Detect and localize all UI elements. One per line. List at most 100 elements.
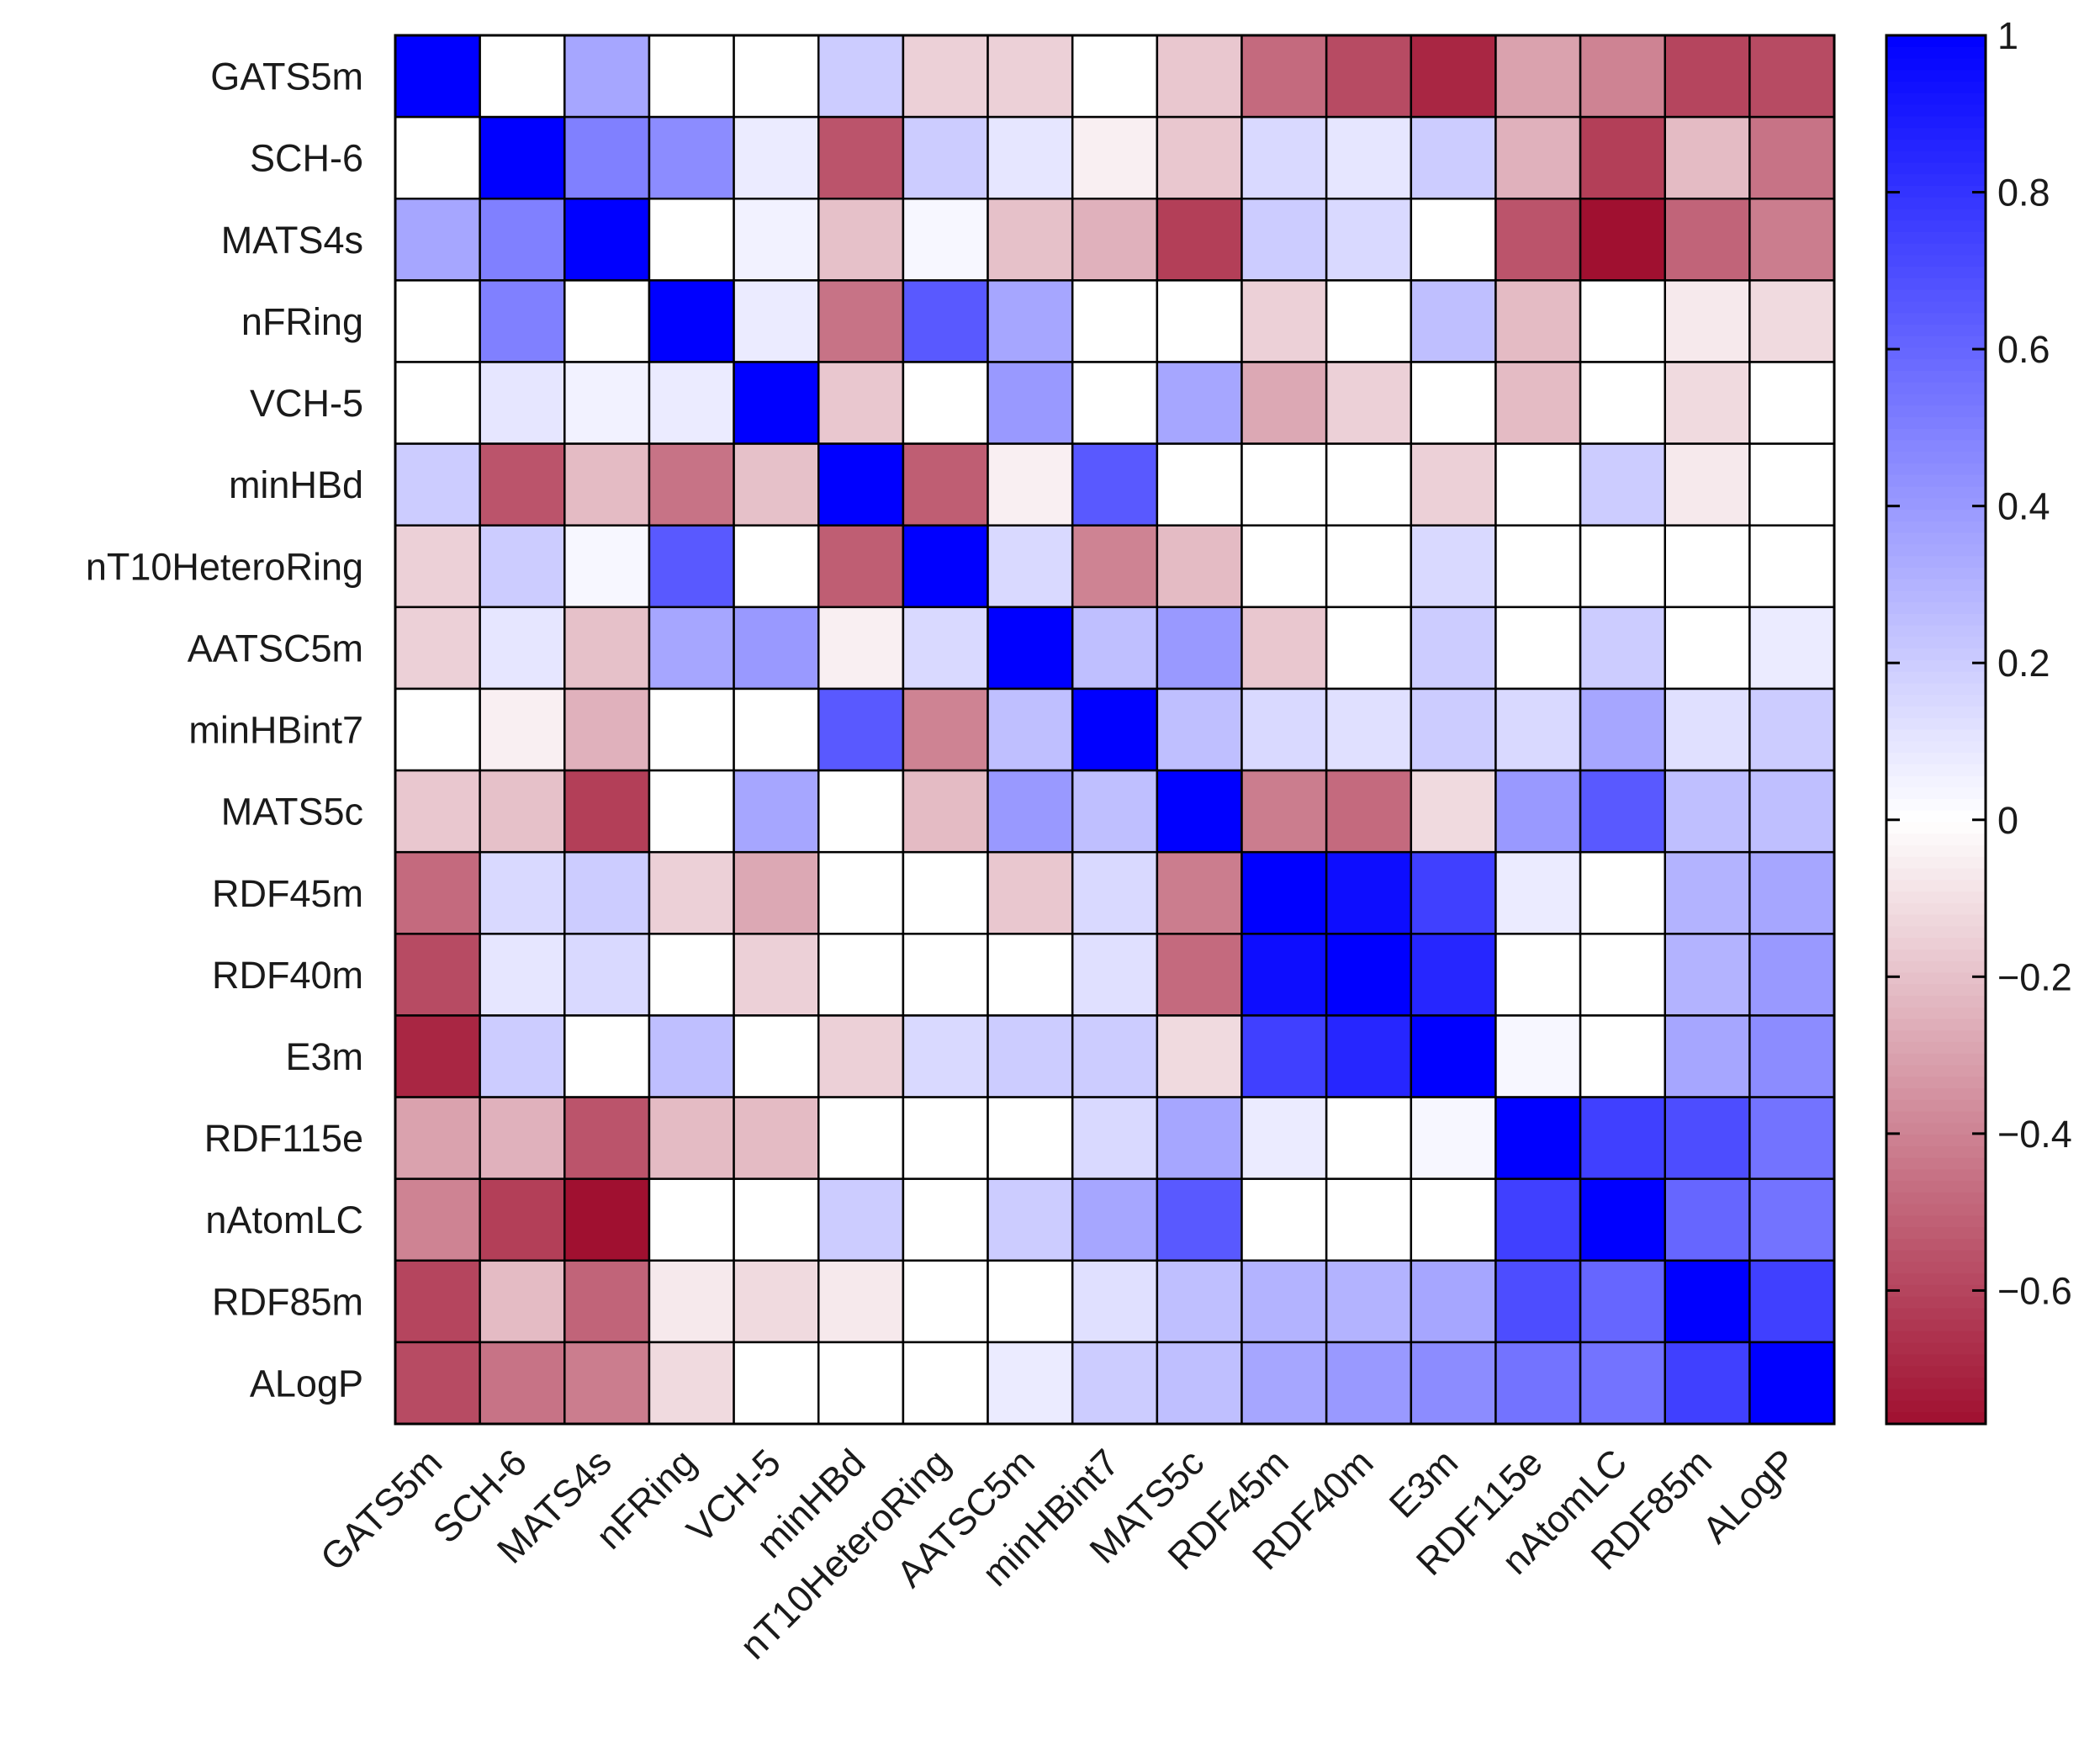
colorbar-step xyxy=(1886,544,1986,557)
row-labels: GATS5m SCH-6 MATS4s nFRing VCH-5 minHBd nT10He… xyxy=(86,56,363,1405)
heatmap-cell xyxy=(1240,1341,1328,1426)
heatmap-cell xyxy=(1579,197,1666,282)
colorbar-step xyxy=(1886,753,1986,765)
heatmap-cell xyxy=(733,34,820,119)
heatmap-cell xyxy=(394,769,481,854)
colorbar-step xyxy=(1886,452,1986,464)
heatmap-cell xyxy=(394,361,481,445)
heatmap-cell xyxy=(987,442,1074,526)
heatmap-cell xyxy=(1071,1259,1159,1344)
heatmap-cell xyxy=(1579,279,1666,363)
heatmap-cell xyxy=(1579,850,1666,935)
heatmap-cell xyxy=(817,1014,905,1098)
heatmap-cell xyxy=(479,115,566,200)
heatmap-cell xyxy=(648,34,735,119)
heatmap-cell xyxy=(817,1096,905,1180)
heatmap-cell xyxy=(1664,933,1751,1017)
colorbar-step xyxy=(1886,868,1986,881)
heatmap-cell xyxy=(1664,442,1751,526)
colorbar-step xyxy=(1886,486,1986,499)
colorbar-step xyxy=(1886,162,1986,175)
heatmap-cell xyxy=(1071,361,1159,445)
colorbar-step xyxy=(1886,1157,1986,1170)
colorbar-step xyxy=(1886,289,1986,303)
heatmap-cell xyxy=(987,606,1074,690)
heatmap-cell xyxy=(1325,687,1413,772)
colorbar-step xyxy=(1886,845,1986,858)
heatmap-cell xyxy=(1071,197,1159,282)
heatmap-cell xyxy=(1071,1096,1159,1180)
heatmap-cell xyxy=(648,197,735,282)
colorbar-step xyxy=(1886,637,1986,649)
heatmap-cell xyxy=(563,850,651,935)
row-label: E3m xyxy=(285,1035,363,1078)
heatmap-cell xyxy=(1494,769,1582,854)
heatmap-cell xyxy=(1071,1177,1159,1262)
heatmap-cell xyxy=(648,1259,735,1344)
colorbar-step xyxy=(1886,995,1986,1008)
heatmap-cell xyxy=(733,1259,820,1344)
heatmap-cell xyxy=(1240,687,1328,772)
row-label: GATS5m xyxy=(210,56,363,98)
colorbar-step xyxy=(1886,267,1986,279)
colorbar-step xyxy=(1886,255,1986,267)
heatmap-cell xyxy=(1156,279,1243,363)
colorbar-step xyxy=(1886,960,1986,974)
colorbar-step xyxy=(1886,347,1986,360)
colorbar-step xyxy=(1886,1354,1986,1367)
heatmap-cell xyxy=(1664,115,1751,200)
colorbar-frame xyxy=(1885,34,1987,1426)
heatmap-cell xyxy=(1579,1259,1666,1344)
heatmap-cell xyxy=(817,769,905,854)
row-label: MATS5c xyxy=(221,791,363,833)
colorbar-step xyxy=(1886,1041,1986,1055)
heatmap-cell xyxy=(987,1341,1074,1426)
heatmap-cell xyxy=(563,1341,651,1426)
heatmap-cell xyxy=(1156,606,1243,690)
heatmap-cell xyxy=(902,606,989,690)
heatmap-cell xyxy=(1071,1014,1159,1098)
heatmap-cell xyxy=(479,1096,566,1180)
heatmap-cell xyxy=(1410,524,1497,609)
colorbar-step xyxy=(1886,833,1986,846)
colorbar-tick-label: 0.4 xyxy=(1997,485,2050,528)
heatmap-cell xyxy=(1748,1259,1836,1344)
heatmap-cell xyxy=(733,1096,820,1180)
colorbar-step xyxy=(1886,1238,1986,1251)
heatmap-cell xyxy=(394,442,481,526)
colorbar-step xyxy=(1886,625,1986,638)
colorbar-step xyxy=(1886,1296,1986,1310)
heatmap-cell xyxy=(817,197,905,282)
heatmap-cell xyxy=(987,524,1074,609)
colorbar-step xyxy=(1886,648,1986,661)
heatmap-cell xyxy=(733,1014,820,1098)
heatmap-cell xyxy=(987,933,1074,1017)
colorbar-step xyxy=(1886,197,1986,209)
heatmap-cell xyxy=(479,34,566,119)
colorbar-step xyxy=(1886,463,1986,476)
colorbar-tick-label: 0.2 xyxy=(1997,642,2050,685)
heatmap-cell xyxy=(1748,442,1836,526)
heatmap-cell xyxy=(1579,606,1666,690)
heatmap-cell xyxy=(1410,769,1497,854)
heatmap-cell xyxy=(1071,769,1159,854)
colorbar-step xyxy=(1886,1320,1986,1332)
colorbar-step xyxy=(1886,1412,1986,1425)
heatmap-cell xyxy=(733,524,820,609)
heatmap-cell xyxy=(1240,279,1328,363)
heatmap-cell xyxy=(1156,197,1243,282)
heatmap-cell xyxy=(1156,687,1243,772)
colorbar-tick-label: −0.4 xyxy=(1997,1113,2072,1156)
colorbar-step xyxy=(1886,510,1986,522)
heatmap-cell xyxy=(1579,1177,1666,1262)
colorbar-step xyxy=(1886,892,1986,904)
heatmap-cell xyxy=(1071,279,1159,363)
heatmap-cell xyxy=(1071,34,1159,119)
colorbar-step xyxy=(1886,151,1986,163)
colorbar-step xyxy=(1886,949,1986,962)
colorbar-step xyxy=(1886,567,1986,580)
heatmap-cell xyxy=(733,197,820,282)
heatmap-cell xyxy=(1156,850,1243,935)
heatmap-cell xyxy=(1748,361,1836,445)
colorbar-step xyxy=(1886,405,1986,418)
